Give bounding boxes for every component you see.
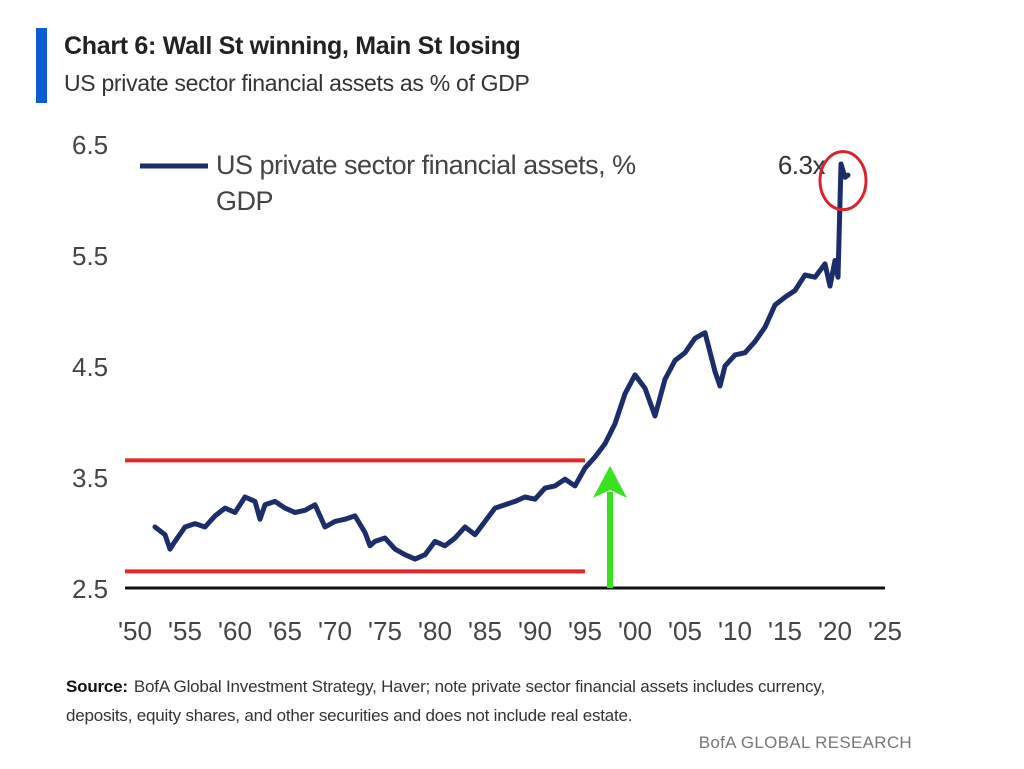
x-tick-label: '70	[318, 616, 352, 646]
x-tick-label: '60	[218, 616, 252, 646]
x-tick-label: '20	[818, 616, 852, 646]
x-tick-label: '85	[468, 616, 502, 646]
x-tick-label: '15	[768, 616, 802, 646]
x-tick-label: '80	[418, 616, 452, 646]
annotations: 6.3x	[778, 150, 826, 180]
x-tick-label: '65	[268, 616, 302, 646]
series-line	[152, 161, 851, 562]
legend-label-line-2: GDP	[216, 186, 273, 216]
highlight-circle	[818, 150, 868, 212]
legend: US private sector financial assets, % GD…	[140, 150, 643, 216]
source-label: Source:	[66, 677, 128, 696]
series-group	[152, 161, 851, 562]
x-tick-label: '05	[668, 616, 702, 646]
y-tick-label: 3.5	[72, 463, 108, 493]
x-tick-label: '90	[518, 616, 552, 646]
x-tick-label: '00	[618, 616, 652, 646]
legend-label: US private sector financial assets, % GD…	[216, 150, 643, 216]
x-tick-label: '95	[568, 616, 602, 646]
source-note: Source: BofA Global Investment Strategy, …	[66, 672, 886, 730]
arrow-head	[593, 465, 627, 498]
x-tick-label: '75	[368, 616, 402, 646]
overlay-marks	[593, 150, 868, 588]
x-tick-label: '50	[118, 616, 152, 646]
chart-subtitle: US private sector financial assets as % …	[64, 70, 530, 96]
legend-label-line-1: US private sector financial assets, %	[216, 150, 636, 180]
x-tick-label: '55	[168, 616, 202, 646]
x-tick-label: '10	[718, 616, 752, 646]
title-accent-bar	[36, 28, 47, 103]
y-tick-label: 2.5	[72, 574, 108, 604]
brand-footer: BofA GLOBAL RESEARCH	[698, 733, 912, 752]
annotation-label: 6.3x	[778, 150, 826, 180]
y-axis-ticks: 6.5 5.5 4.5 3.5 2.5	[72, 130, 108, 604]
source-text: BofA Global Investment Strategy, Haver; …	[66, 677, 825, 725]
y-tick-label: 5.5	[72, 241, 108, 271]
x-axis-ticks: '50 '55 '60 '65 '70 '75 '80 '85 '90 '95 '00 '05 '10 '…	[118, 616, 902, 646]
chart-title: Chart 6: Wall St winning, Main St losing	[64, 32, 521, 60]
y-tick-label: 4.5	[72, 352, 108, 382]
reference-lines	[125, 458, 585, 574]
y-tick-label: 6.5	[72, 130, 108, 160]
x-tick-label: '25	[868, 616, 902, 646]
